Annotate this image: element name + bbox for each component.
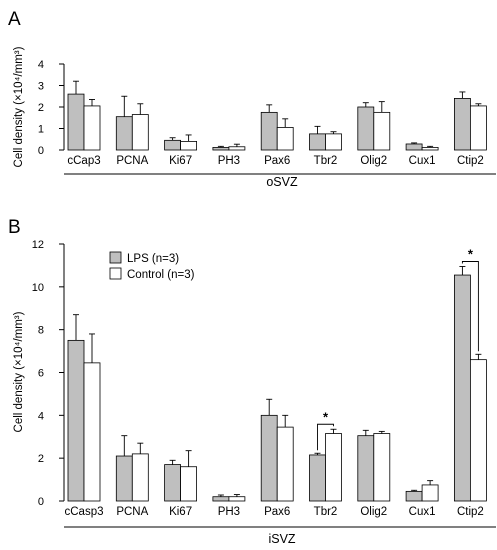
category-label-pcna: PCNA bbox=[116, 506, 148, 518]
y-tick-label: 1 bbox=[38, 124, 44, 136]
bar-lps-cux1 bbox=[405, 490, 423, 502]
bar-control-pax6 bbox=[276, 426, 294, 502]
bar-control-ccasp3 bbox=[83, 362, 101, 502]
y-tick-label: 12 bbox=[32, 239, 44, 251]
y-tick-label: 10 bbox=[32, 282, 44, 294]
legend: LPS (n=3) Control (n=3) bbox=[109, 251, 195, 281]
bar-lps-ccap3 bbox=[67, 93, 85, 151]
bar-control-cux1 bbox=[421, 484, 439, 502]
category-label-pax6: Pax6 bbox=[264, 155, 290, 167]
significance-star: * bbox=[468, 246, 474, 261]
category-label-olig2: Olig2 bbox=[360, 155, 387, 167]
panel-a: A Cell density (×10⁴/mm³) oSVZ 0 1 2 3 4 cCap… bbox=[8, 9, 496, 189]
category-label-ctip2: Ctip2 bbox=[457, 155, 484, 167]
bar-control-pax6 bbox=[276, 127, 294, 151]
y-tick-label: 2 bbox=[38, 453, 44, 465]
legend-swatch-control bbox=[109, 267, 122, 280]
y-axis-label-b: Cell density (×10⁴/mm³) bbox=[13, 311, 25, 432]
bar-lps-ki67 bbox=[164, 464, 182, 502]
panel-b: B Cell density (×10⁴/mm³) iSVZ LPS (n=3)… bbox=[8, 217, 496, 546]
bar-lps-ph3 bbox=[212, 147, 230, 151]
bar-control-pcna bbox=[131, 453, 149, 502]
category-label-tbr2: Tbr2 bbox=[314, 506, 338, 518]
bar-control-tbr2 bbox=[325, 433, 342, 502]
bar-lps-pcna bbox=[115, 116, 133, 151]
bar-control-pcna bbox=[131, 114, 149, 151]
bar-control-olig2 bbox=[373, 111, 391, 151]
significance-bracket bbox=[461, 261, 479, 352]
bar-lps-tbr2 bbox=[309, 133, 326, 151]
bar-control-olig2 bbox=[373, 433, 391, 502]
category-label-tbr2: Tbr2 bbox=[314, 155, 338, 167]
y-tick-label: 2 bbox=[38, 102, 44, 114]
category-label-cux1: Cux1 bbox=[409, 155, 436, 167]
panel-letter-a: A bbox=[8, 9, 21, 30]
bar-lps-ph3 bbox=[212, 496, 230, 502]
bar-lps-ctip2 bbox=[453, 98, 471, 151]
bar-control-ctip2 bbox=[469, 105, 487, 151]
bar-control-ph3 bbox=[228, 146, 246, 151]
bar-lps-ki67 bbox=[164, 139, 182, 151]
category-label-cux1: Cux1 bbox=[409, 506, 436, 518]
region-label-b: iSVZ bbox=[268, 532, 295, 546]
panel-letter-b: B bbox=[8, 217, 21, 238]
y-tick-label: 8 bbox=[38, 325, 44, 337]
category-label-ki67: Ki67 bbox=[169, 506, 192, 518]
y-tick-label: 3 bbox=[38, 81, 44, 93]
category-label-ki67: Ki67 bbox=[169, 155, 192, 167]
bar-lps-pax6 bbox=[260, 414, 278, 502]
y-tick-label: 0 bbox=[38, 496, 44, 508]
bar-lps-cux1 bbox=[405, 143, 423, 151]
category-label-pax6: Pax6 bbox=[264, 506, 290, 518]
bar-lps-olig2 bbox=[357, 106, 375, 151]
y-tick-label: 4 bbox=[38, 59, 44, 71]
bar-lps-tbr2 bbox=[309, 454, 326, 502]
bar-lps-olig2 bbox=[357, 435, 375, 502]
bar-control-ctip2 bbox=[469, 359, 487, 502]
y-tick-label: 6 bbox=[38, 368, 44, 380]
bar-lps-ctip2 bbox=[453, 274, 471, 502]
significance-star: * bbox=[323, 409, 329, 424]
category-label-pcna: PCNA bbox=[116, 155, 148, 167]
category-label-olig2: Olig2 bbox=[360, 506, 387, 518]
y-tick-label: 4 bbox=[38, 410, 44, 422]
legend-label-control: Control (n=3) bbox=[127, 269, 195, 281]
bar-lps-ccasp3 bbox=[67, 339, 85, 502]
y-tick-label: 0 bbox=[38, 145, 44, 157]
category-label-ccap3: cCap3 bbox=[67, 155, 100, 167]
significance-bracket bbox=[317, 423, 334, 451]
bar-control-ki67 bbox=[180, 140, 198, 151]
bar-control-ccap3 bbox=[83, 105, 101, 151]
category-label-ph3: PH3 bbox=[218, 506, 240, 518]
category-label-ph3: PH3 bbox=[218, 155, 240, 167]
category-label-ctip2: Ctip2 bbox=[457, 506, 484, 518]
bar-lps-pcna bbox=[115, 455, 133, 502]
legend-swatch-lps bbox=[109, 251, 122, 264]
bar-lps-pax6 bbox=[260, 111, 278, 151]
legend-label-lps: LPS (n=3) bbox=[127, 253, 179, 265]
bar-control-cux1 bbox=[421, 147, 439, 151]
bar-control-tbr2 bbox=[325, 133, 342, 151]
category-label-ccasp3: cCasp3 bbox=[65, 506, 104, 518]
bar-control-ki67 bbox=[180, 466, 198, 502]
region-label-a: oSVZ bbox=[266, 175, 298, 189]
y-axis-label-a: Cell density (×10⁴/mm³) bbox=[13, 46, 25, 167]
bar-control-ph3 bbox=[228, 496, 246, 502]
